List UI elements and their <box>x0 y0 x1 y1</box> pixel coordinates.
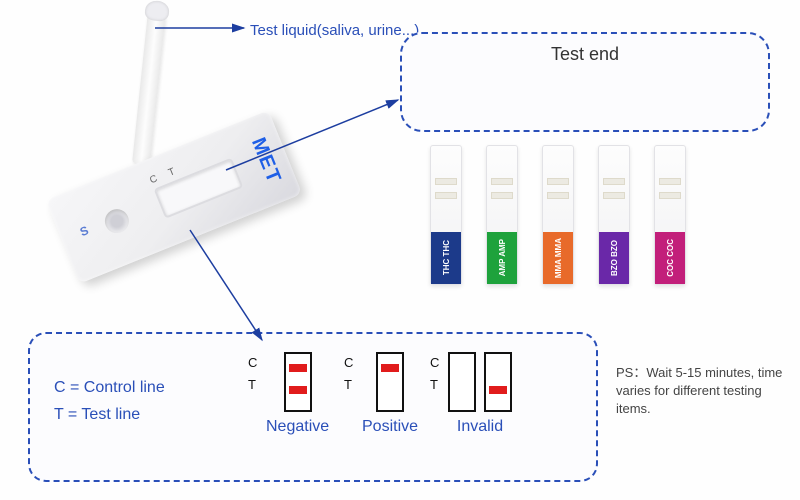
result-invalid: C T Invalid <box>448 352 512 436</box>
test-cassette: S C T MET <box>46 110 302 283</box>
sample-well <box>101 206 132 237</box>
mini-strip-positive <box>376 352 404 412</box>
test-strip-coc: COC COC <box>654 145 686 285</box>
c-label: C <box>430 352 439 374</box>
sample-dropper <box>132 14 166 165</box>
test-liquid-label: Test liquid(saliva, urine...) <box>250 22 419 39</box>
test-strips-row: THC THC AMP AMP MMA MMA BZO BZO COC COC <box>430 145 686 285</box>
test-strip-mma: MMA MMA <box>542 145 574 285</box>
ct-labels: C T <box>430 352 439 396</box>
legend-test: T = Test line <box>54 401 165 428</box>
result-positive: C T Positive <box>362 352 418 436</box>
test-cassette-device: S C T MET <box>60 20 260 280</box>
c-label: C <box>248 352 257 374</box>
legend-control: C = Control line <box>54 374 165 401</box>
cassette-brand: MET <box>246 134 285 187</box>
t-label: T <box>344 374 353 396</box>
result-negative: C T Negative <box>266 352 329 436</box>
mini-strip-invalid-b <box>484 352 512 412</box>
mini-strip-invalid-a <box>448 352 476 412</box>
test-mark: T <box>167 166 177 178</box>
mini-strip-negative <box>284 352 312 412</box>
negative-label: Negative <box>266 418 329 436</box>
t-label: T <box>430 374 439 396</box>
test-strip-bzo: BZO BZO <box>598 145 630 285</box>
result-window <box>154 158 244 219</box>
ct-labels: C T <box>248 352 257 396</box>
test-strip-amp: AMP AMP <box>486 145 518 285</box>
c-label: C <box>344 352 353 374</box>
test-end-box: Test end <box>400 32 770 132</box>
positive-label: Positive <box>362 418 418 436</box>
test-end-title: Test end <box>402 44 768 65</box>
ps-note: PS：Wait 5-15 minutes, time varies for di… <box>616 364 786 419</box>
t-label: T <box>248 374 257 396</box>
test-strip-thc: THC THC <box>430 145 462 285</box>
ct-labels: C T <box>344 352 353 396</box>
sample-mark: S <box>78 223 91 239</box>
results-box: C = Control line T = Test line C T Negat… <box>28 332 598 482</box>
control-mark: C <box>148 173 159 186</box>
legend: C = Control line T = Test line <box>54 374 165 428</box>
invalid-label: Invalid <box>457 418 503 436</box>
